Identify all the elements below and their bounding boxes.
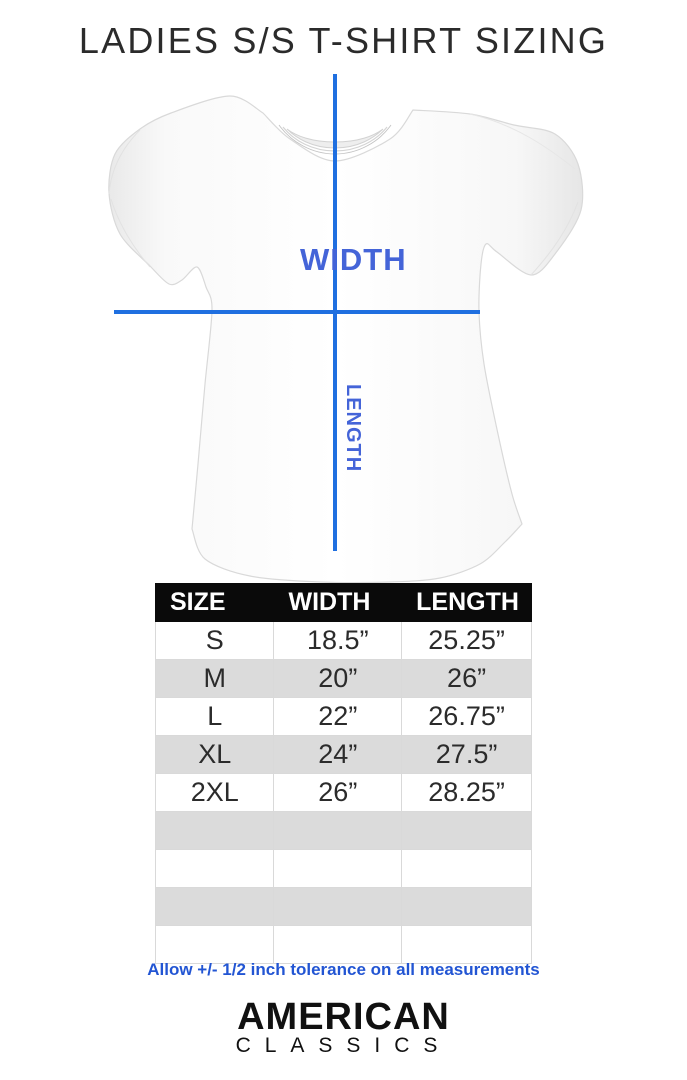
svg-text:WIDTH: WIDTH	[300, 242, 407, 277]
svg-text:LENGTH: LENGTH	[342, 384, 364, 472]
